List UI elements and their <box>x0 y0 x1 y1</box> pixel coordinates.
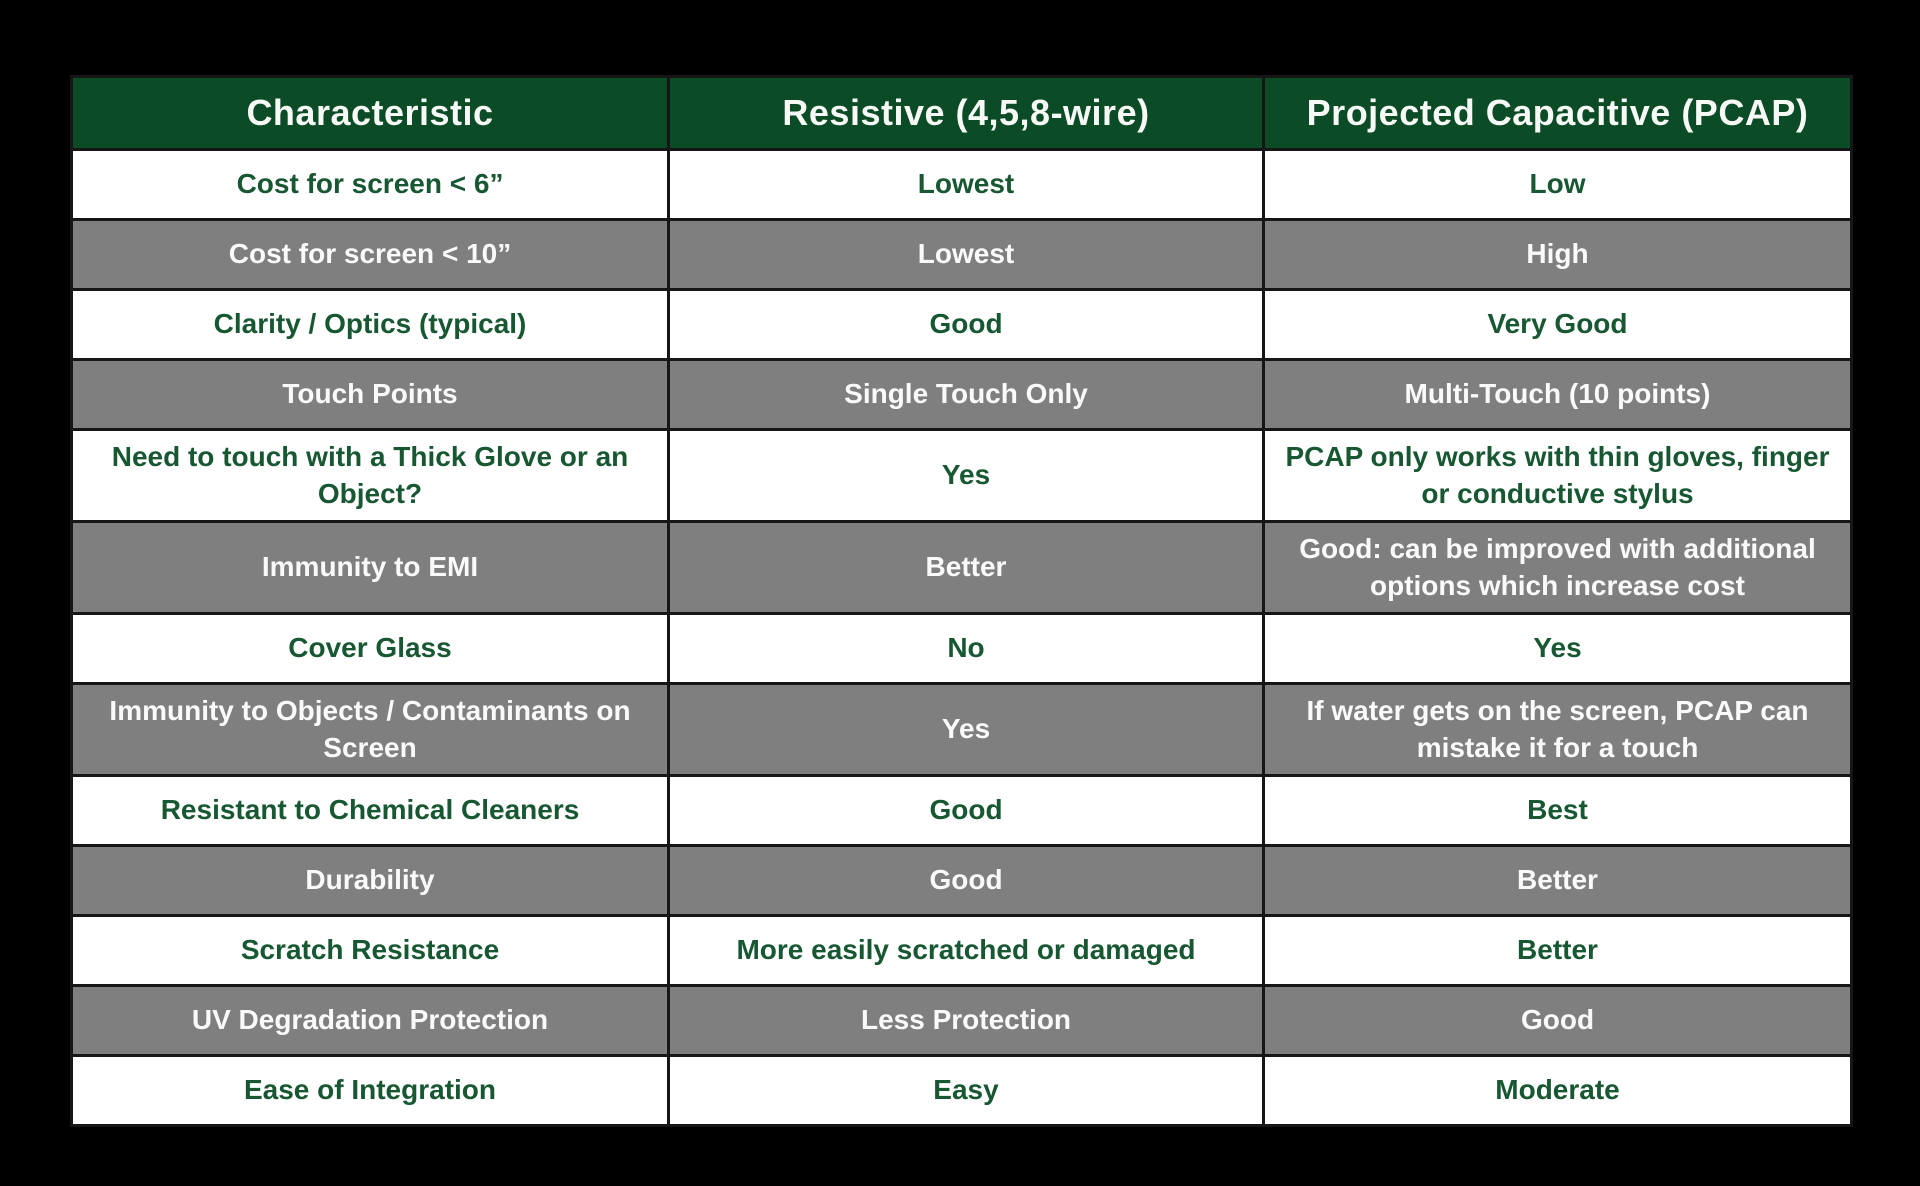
row-label: Immunity to Objects / Contaminants on Sc… <box>70 682 670 777</box>
table-cell: More easily scratched or damaged <box>667 914 1265 987</box>
table-cell: Multi-Touch (10 points) <box>1262 358 1853 431</box>
table-cell: Easy <box>667 1054 1265 1127</box>
table-row-immunity-emi: Immunity to EMI Better Good: can be impr… <box>70 520 1853 615</box>
table-cell: High <box>1262 218 1853 291</box>
row-label: Cost for screen < 10” <box>70 218 670 291</box>
table-row-thick-glove: Need to touch with a Thick Glove or an O… <box>70 428 1853 523</box>
row-label: Immunity to EMI <box>70 520 670 615</box>
row-label: Need to touch with a Thick Glove or an O… <box>70 428 670 523</box>
table-cell: Yes <box>667 428 1265 523</box>
column-header-pcap: Projected Capacitive (PCAP) <box>1262 75 1853 151</box>
table-row-cost-screen-6: Cost for screen < 6” Lowest Low <box>70 148 1853 221</box>
table-cell: Yes <box>667 682 1265 777</box>
row-label: Scratch Resistance <box>70 914 670 987</box>
table-row-chemical-cleaners: Resistant to Chemical Cleaners Good Best <box>70 774 1853 847</box>
row-label: UV Degradation Protection <box>70 984 670 1057</box>
table-cell: Very Good <box>1262 288 1853 361</box>
table-row-clarity-optics: Clarity / Optics (typical) Good Very Goo… <box>70 288 1853 361</box>
table-row-immunity-objects: Immunity to Objects / Contaminants on Sc… <box>70 682 1853 777</box>
table-row-touch-points: Touch Points Single Touch Only Multi-Tou… <box>70 358 1853 431</box>
table-cell: Less Protection <box>667 984 1265 1057</box>
table-cell: Single Touch Only <box>667 358 1265 431</box>
column-header-characteristic: Characteristic <box>70 75 670 151</box>
table-cell: Yes <box>1262 612 1853 685</box>
table-cell: PCAP only works with thin gloves, finger… <box>1262 428 1853 523</box>
table-cell: Lowest <box>667 148 1265 221</box>
row-label: Ease of Integration <box>70 1054 670 1127</box>
table-cell: Good <box>667 844 1265 917</box>
table-cell: Good <box>1262 984 1853 1057</box>
table-cell: Good <box>667 774 1265 847</box>
table-cell: Better <box>667 520 1265 615</box>
table-cell: Good: can be improved with additional op… <box>1262 520 1853 615</box>
row-label: Durability <box>70 844 670 917</box>
table-row-scratch-resistance: Scratch Resistance More easily scratched… <box>70 914 1853 987</box>
table-cell: If water gets on the screen, PCAP can mi… <box>1262 682 1853 777</box>
row-label: Cost for screen < 6” <box>70 148 670 221</box>
table-row-cover-glass: Cover Glass No Yes <box>70 612 1853 685</box>
column-header-resistive: Resistive (4,5,8-wire) <box>667 75 1265 151</box>
table-cell: Lowest <box>667 218 1265 291</box>
header-row: Characteristic Resistive (4,5,8-wire) Pr… <box>70 75 1853 151</box>
table-cell: Better <box>1262 914 1853 987</box>
row-label: Clarity / Optics (typical) <box>70 288 670 361</box>
row-label: Touch Points <box>70 358 670 431</box>
table-cell: Moderate <box>1262 1054 1853 1127</box>
table-row-durability: Durability Good Better <box>70 844 1853 917</box>
touchscreen-comparison-table: Characteristic Resistive (4,5,8-wire) Pr… <box>70 75 1853 1127</box>
table-cell: Good <box>667 288 1265 361</box>
table-row-uv-degradation: UV Degradation Protection Less Protectio… <box>70 984 1853 1057</box>
row-label: Resistant to Chemical Cleaners <box>70 774 670 847</box>
row-label: Cover Glass <box>70 612 670 685</box>
table-cell: Better <box>1262 844 1853 917</box>
table-cell: Low <box>1262 148 1853 221</box>
comparison-table-container: Characteristic Resistive (4,5,8-wire) Pr… <box>70 75 1853 1127</box>
table-row-cost-screen-10: Cost for screen < 10” Lowest High <box>70 218 1853 291</box>
table-cell: Best <box>1262 774 1853 847</box>
table-row-ease-of-integration: Ease of Integration Easy Moderate <box>70 1054 1853 1127</box>
table-cell: No <box>667 612 1265 685</box>
